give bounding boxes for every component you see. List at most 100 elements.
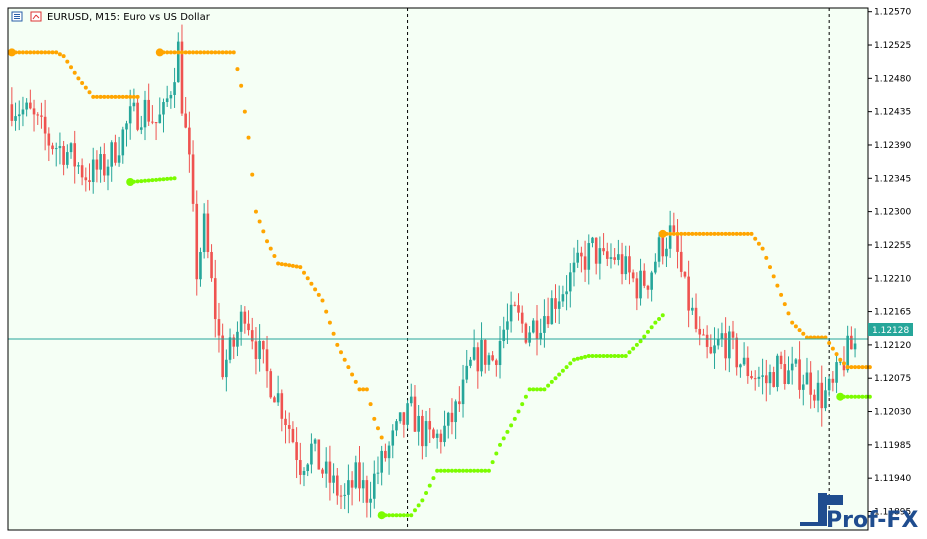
trail-orange-dot — [742, 231, 747, 236]
candle — [624, 245, 628, 280]
trail-orange-dot — [782, 302, 787, 307]
trail-orange-dot — [268, 246, 273, 251]
trail-orange-dot — [32, 50, 37, 55]
trail-orange-dot — [756, 241, 761, 246]
trail-green-dot — [135, 179, 140, 184]
trail-green-dot — [405, 513, 410, 518]
trail-orange-dot — [697, 231, 702, 236]
candle — [51, 142, 54, 155]
trail-orange-dot — [94, 94, 99, 99]
trail-orange-dot — [228, 50, 233, 55]
trail-green-dot — [438, 468, 443, 473]
trail-orange-dot — [668, 231, 673, 236]
candle — [824, 376, 827, 412]
candle — [372, 460, 376, 509]
trail-orange-start-dot — [658, 229, 667, 238]
candle — [702, 328, 705, 336]
trail-orange-dot — [187, 50, 192, 55]
trail-green-dot — [475, 468, 480, 473]
trail-orange-dot — [124, 94, 129, 99]
trail-orange-dot — [39, 50, 44, 55]
candle — [450, 398, 454, 435]
trail-green-dot — [620, 354, 625, 358]
trail-orange-dot — [753, 236, 758, 241]
trail-orange-dot — [87, 90, 92, 95]
trail-orange-dot — [131, 94, 136, 99]
candle — [88, 163, 91, 191]
trail-green-dot — [172, 176, 177, 181]
price-tick-label: 1.12030 — [874, 408, 911, 418]
trail-green-dot — [479, 468, 484, 473]
candle — [591, 236, 594, 248]
candle — [772, 366, 775, 388]
candle — [657, 232, 661, 268]
candle — [764, 359, 768, 402]
trail-orange-dot — [760, 246, 765, 251]
trail-orange-dot — [239, 83, 244, 88]
trail-green-dot — [449, 468, 454, 473]
trail-orange-dot — [57, 52, 62, 57]
trail-orange-dot — [731, 231, 736, 236]
logo-text: Prof-FX — [826, 508, 918, 533]
candle — [853, 328, 857, 358]
price-tick-label: 1.12480 — [874, 74, 911, 84]
candle — [602, 233, 605, 256]
candle — [842, 346, 846, 377]
candle — [195, 190, 199, 296]
candle — [480, 322, 483, 377]
candle — [735, 333, 739, 376]
candle — [110, 140, 114, 182]
candle — [21, 96, 25, 127]
trail-orange-dot — [767, 265, 772, 270]
candle — [746, 346, 750, 384]
candle — [705, 325, 709, 359]
candle — [820, 365, 824, 427]
trail-orange-dot — [213, 50, 218, 55]
trail-green-dot — [579, 355, 584, 360]
trail-orange-dot — [790, 320, 795, 325]
candle — [517, 293, 520, 321]
trail-orange-dot — [745, 231, 750, 236]
trail-green-dot — [608, 354, 613, 358]
candle — [121, 126, 125, 164]
trail-green-dot — [586, 354, 591, 358]
candle — [813, 389, 816, 409]
trail-orange-dot — [135, 94, 140, 99]
trail-orange-dot — [117, 94, 122, 99]
candle — [809, 361, 812, 409]
candle — [498, 326, 502, 379]
trail-green-dot — [472, 468, 477, 473]
trail-orange-dot — [102, 94, 107, 99]
price-tick-label: 1.12525 — [874, 41, 911, 51]
trail-green-dot — [638, 339, 643, 344]
candle — [232, 334, 236, 359]
candle — [10, 87, 14, 127]
candle — [417, 404, 420, 446]
price-tick-label: 1.12120 — [874, 341, 911, 351]
candle — [528, 326, 531, 347]
trail-orange-dot — [734, 231, 739, 236]
trail-orange-dot — [338, 350, 343, 355]
candle — [321, 467, 324, 478]
trail-orange-dot — [220, 50, 225, 55]
chart-type-icon[interactable] — [30, 11, 42, 22]
candle — [846, 325, 849, 373]
candle — [409, 383, 413, 407]
candle — [476, 342, 480, 389]
trail-green-dot — [398, 513, 403, 518]
brand-logo: Prof-FX — [800, 493, 918, 533]
trail-orange-dot — [749, 231, 754, 236]
trail-orange-dot — [179, 50, 184, 55]
trail-green-dot — [461, 468, 466, 473]
trail-orange-dot — [346, 365, 351, 370]
trail-orange-dot — [72, 70, 77, 75]
trail-green-dot — [542, 387, 547, 392]
candle — [347, 464, 350, 514]
candle — [295, 427, 298, 479]
trail-orange-dot — [331, 331, 336, 336]
trail-orange-dot — [298, 265, 303, 270]
trail-orange-dot — [320, 298, 325, 303]
price-tick-label: 1.12345 — [874, 174, 911, 184]
